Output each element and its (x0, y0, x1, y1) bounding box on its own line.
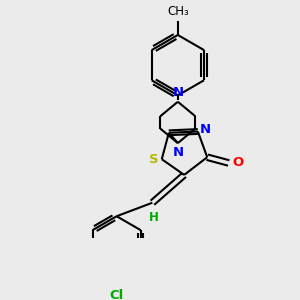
Text: N: N (172, 85, 183, 99)
Text: N: N (172, 146, 183, 159)
Text: CH₃: CH₃ (167, 5, 189, 18)
Text: S: S (149, 153, 159, 166)
Text: Cl: Cl (110, 289, 124, 300)
Text: N: N (200, 123, 212, 136)
Text: H: H (149, 211, 159, 224)
Text: O: O (232, 157, 244, 169)
